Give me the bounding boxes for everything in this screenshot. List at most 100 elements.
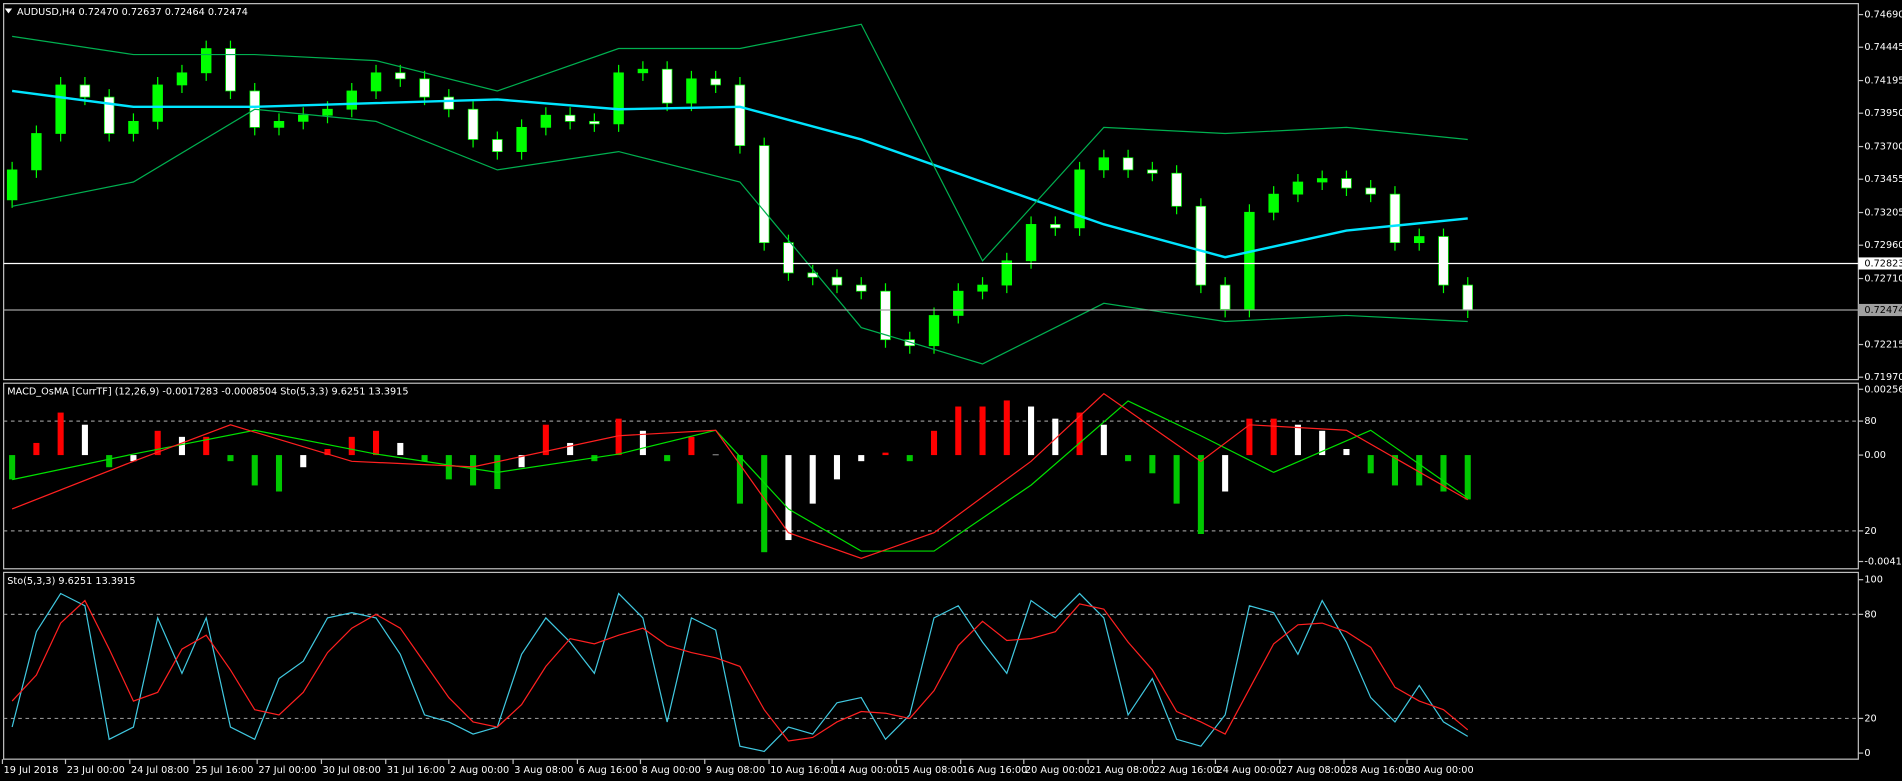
x-tick-label: 30 Aug 00:00 <box>1408 765 1473 776</box>
y-tick-label: 0.72960 <box>1864 240 1902 251</box>
x-tick-label: 27 Jul 00:00 <box>258 765 316 776</box>
y-tick-label: 20 <box>1864 713 1876 724</box>
histogram-bar <box>955 406 962 456</box>
y-tick-label: 0.71970 <box>1864 372 1902 383</box>
candle-body <box>298 114 309 122</box>
histogram-bar <box>9 455 16 480</box>
panel-title: AUDUSD,H4 0.72470 0.72637 0.72464 0.7247… <box>17 7 248 18</box>
histogram-bar <box>833 455 841 480</box>
indicator-line <box>12 23 1468 262</box>
candle-body <box>443 96 455 110</box>
candle-body <box>1147 169 1158 174</box>
indicator-line <box>12 400 1469 552</box>
indicator-line <box>11 592 1469 753</box>
y-tick-label: 0.73700 <box>1864 142 1902 153</box>
candle-body <box>1268 193 1279 213</box>
histogram-bar <box>348 436 355 456</box>
histogram-bar <box>178 436 185 456</box>
candle-body <box>516 126 527 152</box>
candle-body <box>686 78 697 104</box>
candle-body <box>1341 178 1352 189</box>
y-tick-label: 0.73950 <box>1864 108 1902 119</box>
histogram-bar <box>324 448 331 456</box>
candle-body <box>856 284 867 292</box>
histogram-bar <box>712 454 719 456</box>
candle-body <box>953 290 964 316</box>
x-tick-label: 2 Aug 00:00 <box>450 765 509 776</box>
y2-tick-label: 80 <box>1864 416 1876 427</box>
candle-body <box>1414 236 1425 244</box>
y-tick-label: -0.004147 <box>1864 557 1902 568</box>
indicator-line <box>12 108 1468 365</box>
candle-body <box>79 84 91 98</box>
candle-body <box>831 276 843 286</box>
x-tick-label: 14 Aug 00:00 <box>833 765 898 776</box>
candle-body <box>346 90 357 110</box>
y-tick-label: 0.73205 <box>1864 208 1902 219</box>
price-label: 0.72474 <box>1864 305 1902 316</box>
candle-body <box>128 120 139 134</box>
histogram-bar <box>1343 448 1350 456</box>
candle-body <box>55 84 66 134</box>
histogram-bar <box>470 455 477 486</box>
panel-title: Sto(5,3,3) 9.6251 13.3915 <box>7 576 135 587</box>
x-tick-label: 24 Jul 08:00 <box>131 765 189 776</box>
x-tick-label: 21 Aug 08:00 <box>1089 765 1154 776</box>
y-tick-label: 0.74445 <box>1864 42 1902 53</box>
candle-body <box>1389 193 1401 244</box>
histogram-bar <box>1052 418 1059 456</box>
histogram-bar <box>1367 455 1374 474</box>
candle-body <box>710 78 721 86</box>
histogram-bar <box>639 430 646 456</box>
candle-body <box>103 96 115 134</box>
histogram-bar <box>809 455 816 504</box>
y-tick-label: 0.00 <box>1864 450 1886 461</box>
plot-area <box>6 23 1473 365</box>
candle-body <box>1292 181 1304 195</box>
plot-area <box>3 392 1859 559</box>
y-tick-label: 80 <box>1864 609 1876 620</box>
histogram-bar <box>882 452 889 456</box>
x-tick-label: 24 Aug 00:00 <box>1217 765 1282 776</box>
histogram-bar <box>1440 455 1447 492</box>
histogram-bar <box>615 418 622 456</box>
candle-body <box>613 72 624 125</box>
candle-body <box>928 315 940 347</box>
histogram-bar <box>130 455 137 462</box>
symbol-menu-arrow[interactable] <box>4 8 13 14</box>
y-tick-label: 0 <box>1864 748 1870 759</box>
histogram-bar <box>1149 455 1156 474</box>
indicator-line <box>11 392 1469 559</box>
histogram-bar <box>761 455 768 553</box>
histogram-bar <box>906 455 913 462</box>
histogram-bar <box>785 455 792 541</box>
candle-body <box>589 120 600 125</box>
candle-body <box>1438 236 1449 286</box>
price-label-box <box>1858 257 1902 270</box>
candle-body <box>176 72 188 86</box>
panel-frame <box>3 571 1859 760</box>
candle-body <box>6 169 18 201</box>
candle-body <box>1316 178 1328 183</box>
x-tick-label: 20 Aug 00:00 <box>1025 765 1090 776</box>
candle-body <box>273 120 285 128</box>
panel-frame <box>3 3 1859 381</box>
x-tick-label: 25 Jul 16:00 <box>195 765 253 776</box>
histogram-bar <box>1416 455 1423 486</box>
x-tick-label: 16 Aug 16:00 <box>962 765 1027 776</box>
x-tick-label: 22 Aug 16:00 <box>1154 765 1219 776</box>
histogram-bar <box>57 412 64 456</box>
candle-body <box>637 68 649 74</box>
histogram-bar <box>858 455 865 462</box>
candle-body <box>977 284 988 292</box>
histogram-bar <box>688 436 695 456</box>
x-tick-label: 23 Jul 00:00 <box>67 765 125 776</box>
histogram-bar <box>518 455 525 468</box>
candle-body <box>467 108 479 140</box>
x-tick-label: 27 Aug 08:00 <box>1281 765 1346 776</box>
y-tick-label: 0.73455 <box>1864 174 1902 185</box>
histogram-bar <box>1125 455 1132 462</box>
candle-body <box>1195 205 1207 286</box>
